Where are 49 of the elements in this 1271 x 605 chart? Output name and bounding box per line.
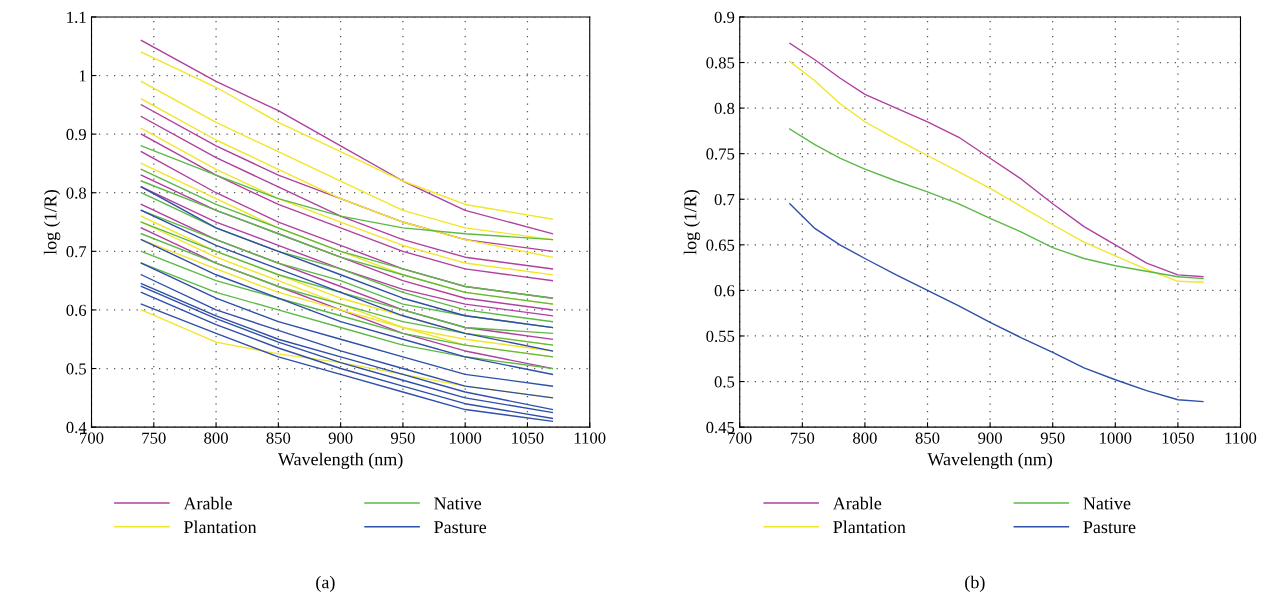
- y-tick-label: 0.8: [66, 187, 87, 199]
- y-axis-title: log (1/R): [683, 189, 701, 255]
- x-tick-label: 900: [978, 432, 1002, 444]
- legend-label: Native: [434, 497, 482, 510]
- x-tick-label: 850: [915, 432, 940, 444]
- x-tick-label: 800: [853, 432, 877, 444]
- legend-label: Plantation: [183, 520, 257, 534]
- x-tick-label: 1100: [574, 432, 606, 444]
- x-tick-label: 1050: [512, 432, 544, 444]
- x-tick-label: 1100: [1225, 432, 1257, 444]
- y-tick-label: 1: [79, 70, 86, 82]
- legend-label: Pasture: [1083, 521, 1136, 534]
- legend-label: Plantation: [833, 520, 906, 534]
- y-tick-label: 0.5: [66, 363, 86, 375]
- y-tick-label: 0.9: [66, 128, 86, 141]
- y-axis-title: log (1/R): [43, 189, 61, 255]
- y-tick-label: 0.6: [66, 304, 87, 316]
- y-tick-label: 0.8: [714, 102, 735, 115]
- x-tick-label: 900: [328, 432, 353, 444]
- text: (b): [965, 575, 985, 593]
- x-tick-label: 1000: [1100, 432, 1132, 444]
- y-tick-label: 0.5: [714, 376, 735, 388]
- legend-label: Native: [1083, 497, 1131, 510]
- y-tick-label: 0.55: [706, 330, 735, 342]
- y-tick-label: 0.7: [66, 246, 87, 258]
- legend-label: Arable: [832, 496, 882, 510]
- x-tick-label: 700: [80, 432, 104, 444]
- x-tick-label: 800: [204, 432, 228, 444]
- y-tick-label: 0.9: [714, 11, 735, 23]
- x-tick-label: 1000: [449, 432, 482, 444]
- y-tick-label: 0.65: [706, 239, 735, 251]
- y-tick-label: 0.4: [66, 421, 87, 434]
- legend-label: Pasture: [434, 521, 487, 534]
- y-tick-label: 0.6: [714, 285, 735, 297]
- x-tick-label: 750: [142, 432, 166, 444]
- x-tick-label: 850: [266, 432, 291, 444]
- x-tick-label: 750: [790, 432, 815, 444]
- x-axis-title: Wavelength (nm): [277, 452, 403, 470]
- text: (a): [316, 575, 335, 593]
- y-tick-label: 0.7: [714, 193, 735, 206]
- x-tick-label: 950: [1040, 432, 1065, 444]
- y-tick-label: 0.75: [706, 148, 735, 160]
- y-tick-label: 0.85: [706, 57, 735, 69]
- x-tick-label: 950: [390, 432, 415, 444]
- x-tick-label: 1050: [1162, 432, 1194, 444]
- x-tick-label: 700: [728, 432, 752, 444]
- legend-label: Arable: [183, 496, 232, 510]
- y-tick-label: 1.1: [67, 11, 86, 23]
- x-axis-title: Wavelength (nm): [927, 452, 1053, 470]
